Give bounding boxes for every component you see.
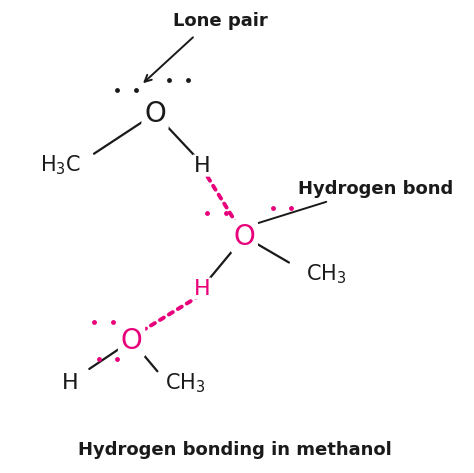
Text: Hydrogen bonding in methanol: Hydrogen bonding in methanol — [78, 441, 392, 459]
Text: Hydrogen bond: Hydrogen bond — [298, 180, 454, 198]
Text: H: H — [62, 373, 79, 393]
Text: O: O — [233, 222, 255, 251]
Text: CH$_3$: CH$_3$ — [165, 371, 206, 395]
Text: H: H — [194, 279, 210, 298]
Text: H: H — [194, 156, 210, 175]
Text: H$_3$C: H$_3$C — [40, 154, 82, 177]
Text: O: O — [121, 326, 142, 355]
Text: Lone pair: Lone pair — [173, 12, 268, 30]
Text: O: O — [144, 99, 166, 128]
Text: CH$_3$: CH$_3$ — [306, 263, 347, 286]
